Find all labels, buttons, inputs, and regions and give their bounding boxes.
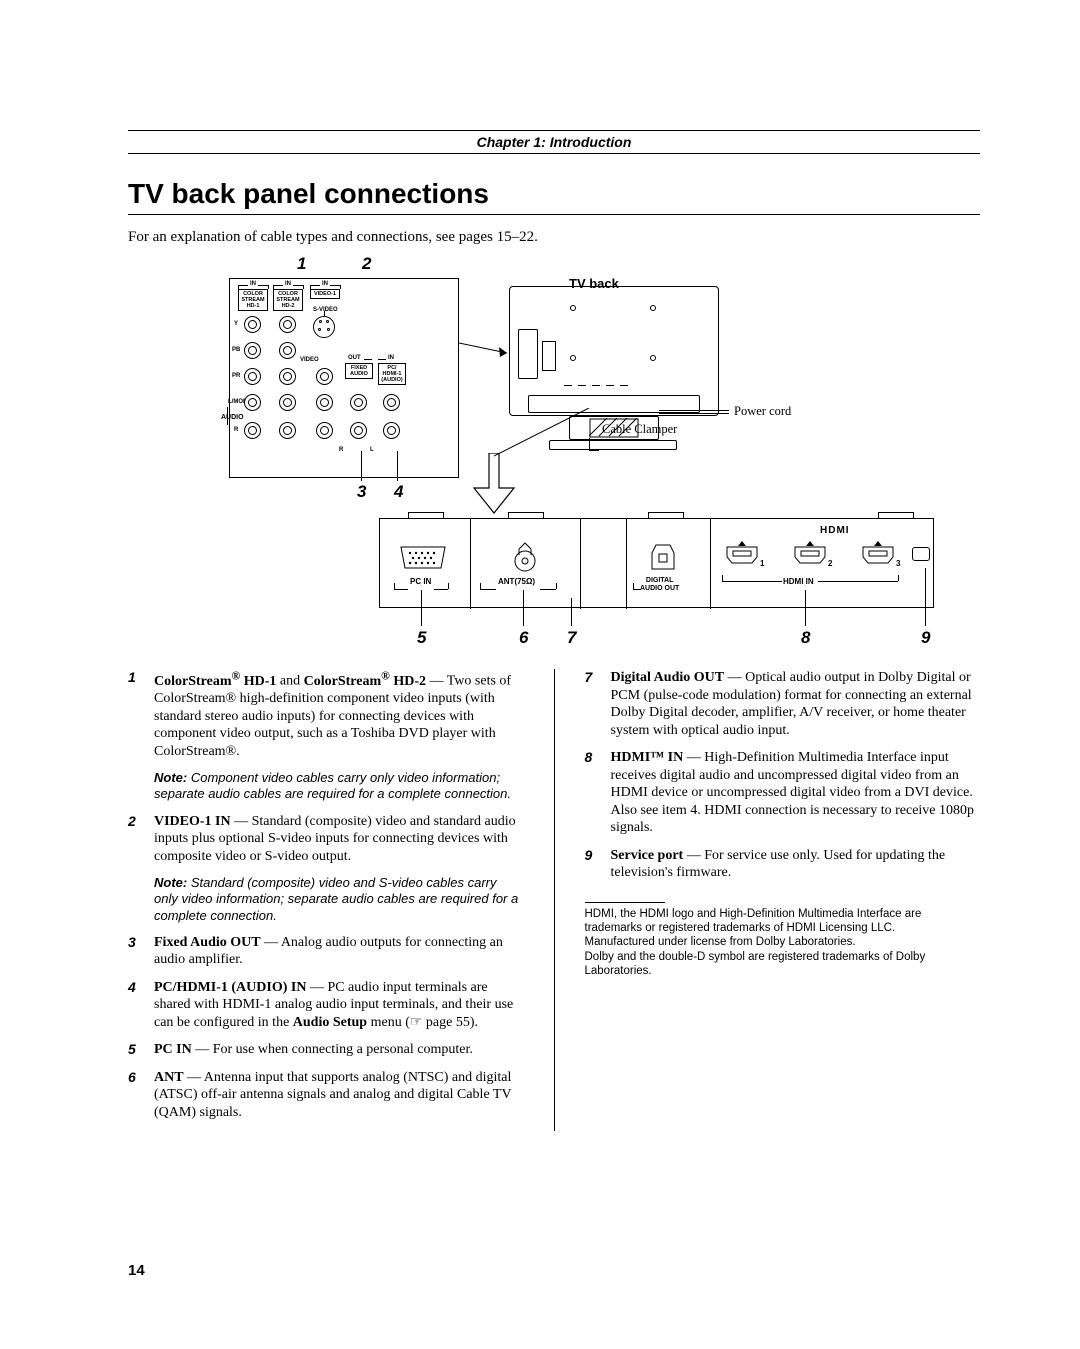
item-5: 5 PC IN — For use when connecting a pers…	[128, 1041, 524, 1059]
label-in: IN	[250, 281, 256, 287]
arrow-1	[459, 333, 519, 373]
power-cord-label: Power cord	[734, 404, 791, 419]
label-ant: ANT(75Ω)	[498, 577, 535, 586]
label-in3: IN	[322, 281, 328, 287]
antenna-port-icon	[510, 541, 540, 575]
cable-clamper-label: Cable Clamper	[602, 422, 677, 437]
hdmi-num-3: 3	[896, 559, 900, 568]
label-video: VIDEO	[300, 357, 319, 363]
item-1: 1 ColorStream® HD-1 and ColorStream® HD-…	[128, 669, 524, 760]
hdr-pc-hdmi: PC/ HDMI-1 (AUDIO)	[378, 363, 406, 385]
column-separator	[554, 669, 555, 1131]
diagram-number-3: 3	[357, 482, 366, 502]
footnote-rule	[585, 902, 665, 903]
item-7: 7 Digital Audio OUT — Optical audio outp…	[585, 669, 981, 739]
vga-port-icon	[398, 544, 448, 574]
bottom-panel: PC IN ANT(75Ω) DIGITAL AUDIO OUT HDMI	[379, 518, 934, 608]
footnote-3: Dolby and the double-D symbol are regist…	[585, 950, 981, 979]
label-r: R	[234, 427, 238, 433]
note-1: Note: Component video cables carry only …	[154, 770, 524, 803]
item-8: 8 HDMI™ IN — High-Definition Multimedia …	[585, 749, 981, 837]
note-2: Note: Standard (composite) video and S-v…	[154, 875, 524, 924]
io-panel: IN IN IN COLOR STREAM HD-1 COLOR STREAM …	[229, 278, 459, 478]
diagram-number-4: 4	[394, 482, 403, 502]
chapter-header: Chapter 1: Introduction	[128, 130, 980, 154]
right-column: 7 Digital Audio OUT — Optical audio outp…	[585, 669, 981, 1131]
diagram-number-1: 1	[297, 254, 306, 274]
label-out: OUT	[348, 355, 361, 361]
hdr-video1: VIDEO-1	[310, 289, 340, 299]
diagram-number-6: 6	[519, 628, 528, 648]
arrow-connector	[494, 408, 594, 463]
diagram-number-9: 9	[921, 628, 930, 648]
label-pc-in: PC IN	[410, 577, 431, 586]
item-3: 3 Fixed Audio OUT — Analog audio outputs…	[128, 934, 524, 969]
item-4: 4 PC/HDMI-1 (AUDIO) IN — PC audio input …	[128, 979, 524, 1032]
diagram: 1 2 IN IN IN COLOR STREAM HD-1 COLOR STR…	[169, 258, 939, 653]
hdmi-logo: HDMI	[820, 525, 850, 536]
diagram-number-5: 5	[417, 628, 426, 648]
page-number: 14	[128, 1262, 145, 1279]
label-in2: IN	[285, 281, 291, 287]
hdr-fixed-audio: FIXED AUDIO	[345, 363, 373, 379]
hdr-colorstream-hd2: COLOR STREAM HD-2	[273, 289, 303, 311]
label-digital-audio: DIGITAL AUDIO OUT	[640, 577, 679, 593]
label-l: L	[370, 447, 374, 453]
left-column: 1 ColorStream® HD-1 and ColorStream® HD-…	[128, 669, 524, 1131]
label-audio: AUDIO	[221, 414, 244, 421]
hdmi-port-1-icon	[725, 545, 759, 567]
optical-port-icon	[650, 543, 676, 573]
hdmi-num-1: 1	[760, 559, 764, 568]
footnote-1: HDMI, the HDMI logo and High-Definition …	[585, 907, 981, 936]
label-r2: R	[339, 447, 343, 453]
hdmi-port-2-icon	[793, 545, 827, 567]
label-in4: IN	[388, 355, 394, 361]
hdmi-num-2: 2	[828, 559, 832, 568]
hdmi-port-3-icon	[861, 545, 895, 567]
diagram-number-7: 7	[567, 628, 576, 648]
item-9: 9 Service port — For service use only. U…	[585, 847, 981, 882]
section-title: TV back panel connections	[128, 178, 980, 215]
hdr-colorstream-hd1: COLOR STREAM HD-1	[238, 289, 268, 311]
description-columns: 1 ColorStream® HD-1 and ColorStream® HD-…	[128, 669, 980, 1131]
intro-text: For an explanation of cable types and co…	[128, 229, 980, 246]
svideo-jack	[313, 316, 335, 338]
tv-back-illustration	[509, 286, 719, 416]
diagram-number-8: 8	[801, 628, 810, 648]
label-hdmi-in: HDMI IN	[783, 577, 814, 586]
item-6: 6 ANT — Antenna input that supports anal…	[128, 1069, 524, 1122]
diagram-number-2: 2	[362, 254, 371, 274]
label-pb: PB	[232, 347, 240, 353]
footnote-2: Manufactured under license from Dolby La…	[585, 935, 981, 949]
label-y: Y	[234, 321, 238, 327]
item-2: 2 VIDEO-1 IN — Standard (composite) vide…	[128, 813, 524, 866]
label-svideo: S-VIDEO	[313, 307, 338, 313]
label-pr: PR	[232, 373, 240, 379]
